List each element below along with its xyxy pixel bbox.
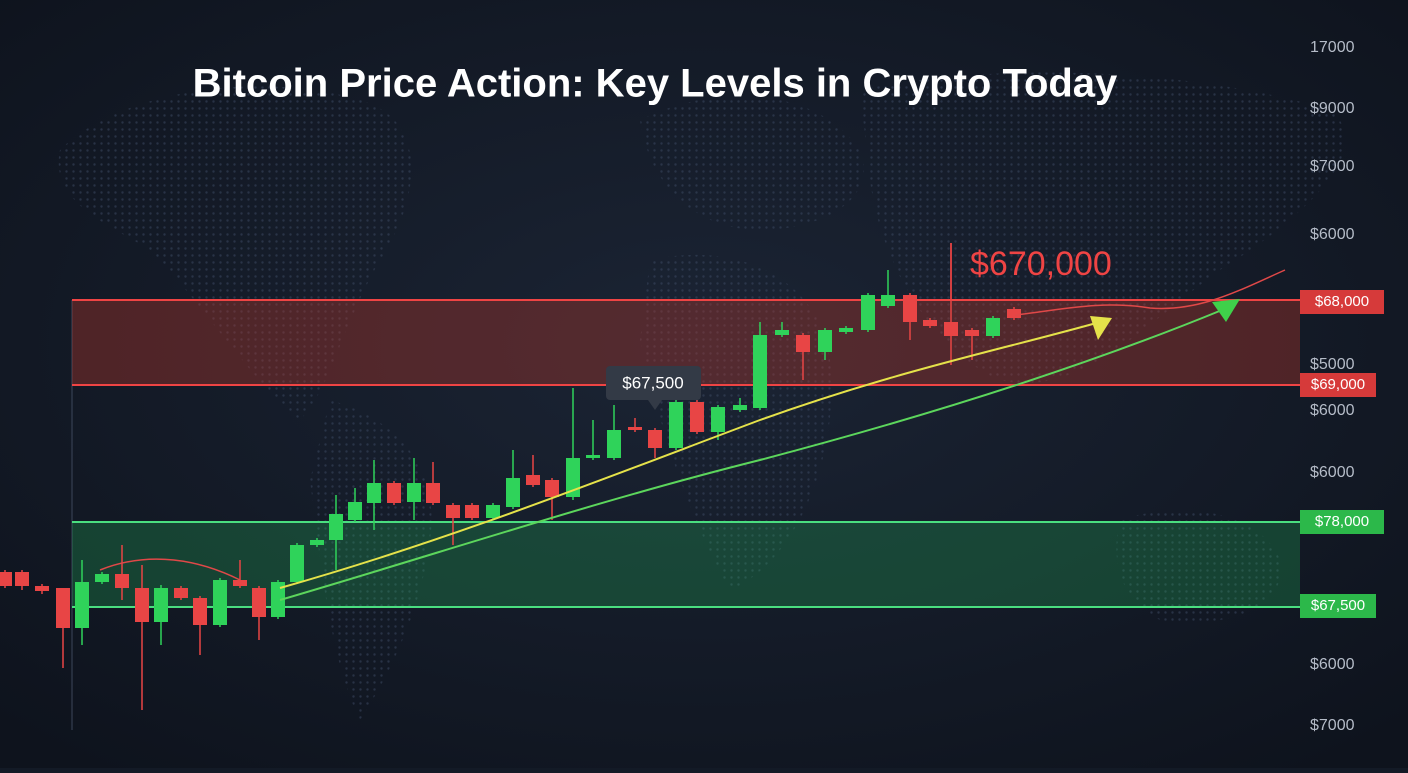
level-label: $67,500 bbox=[1311, 597, 1365, 614]
candle-body bbox=[1007, 309, 1021, 318]
candle-body bbox=[154, 588, 168, 622]
tooltip bbox=[606, 366, 701, 400]
chart-title: Bitcoin Price Action: Key Levels in Cryp… bbox=[193, 62, 1118, 106]
arrow-head bbox=[1212, 299, 1240, 322]
candle-body bbox=[290, 545, 304, 582]
candle-body bbox=[310, 540, 324, 545]
candle-body bbox=[233, 580, 247, 586]
y-tick-label: $6000 bbox=[1310, 656, 1355, 673]
candle-body bbox=[271, 582, 285, 617]
y-axis: 17000 $9000 $7000 $6000 $5000 $6000 $6000 $6000… bbox=[1310, 39, 1355, 734]
y-tick-label: 17000 bbox=[1310, 39, 1355, 56]
candle-body bbox=[506, 478, 520, 507]
candle-body bbox=[174, 588, 188, 598]
arrow-head bbox=[1090, 316, 1112, 340]
y-tick-label: $6000 bbox=[1310, 402, 1355, 419]
level-label: $69,000 bbox=[1311, 376, 1365, 393]
candle-body bbox=[607, 430, 621, 458]
candle-body bbox=[407, 483, 421, 502]
moving-average bbox=[99, 269, 1286, 581]
candle-body bbox=[329, 514, 343, 540]
candle-body bbox=[95, 574, 109, 582]
level-label: $78,000 bbox=[1315, 513, 1369, 530]
level-box bbox=[1300, 290, 1384, 314]
y-tick-label: $6000 bbox=[1310, 226, 1355, 243]
level-box bbox=[1300, 510, 1384, 534]
candle-body bbox=[628, 427, 642, 430]
candle-body bbox=[733, 405, 747, 410]
candle-body bbox=[252, 588, 266, 617]
candle-body bbox=[545, 480, 559, 497]
y-tick-label: $6000 bbox=[1310, 464, 1355, 481]
candle-body bbox=[367, 483, 381, 503]
level-box bbox=[1300, 594, 1376, 618]
candle-body bbox=[56, 588, 70, 628]
candle-body bbox=[944, 322, 958, 336]
level-box bbox=[1300, 373, 1376, 397]
candle-body bbox=[526, 475, 540, 485]
candle-body bbox=[75, 582, 89, 628]
y-tick-label: $7000 bbox=[1310, 717, 1355, 734]
candle-body bbox=[965, 330, 979, 336]
candle-body bbox=[213, 580, 227, 625]
trend-line bbox=[279, 321, 1101, 589]
trend-line bbox=[279, 309, 1223, 601]
candle-body bbox=[775, 330, 789, 335]
candle-body bbox=[348, 502, 362, 520]
candle-body bbox=[839, 328, 853, 332]
candle-body bbox=[387, 483, 401, 503]
candles bbox=[0, 243, 1021, 710]
candle-body bbox=[446, 505, 460, 518]
candle-body bbox=[465, 505, 479, 518]
candle-body bbox=[193, 598, 207, 625]
candle-body bbox=[586, 455, 600, 458]
candle-body bbox=[818, 330, 832, 352]
target-annotation: $670,000 bbox=[970, 245, 1112, 283]
y-tick-label: $7000 bbox=[1310, 158, 1355, 175]
candle-body bbox=[986, 318, 1000, 336]
candle-body bbox=[135, 588, 149, 622]
candle-body bbox=[35, 586, 49, 591]
candle-body bbox=[753, 335, 767, 408]
level-label: $68,000 bbox=[1315, 293, 1369, 310]
candle-body bbox=[796, 335, 810, 352]
candle-body bbox=[15, 572, 29, 586]
candle-body bbox=[669, 402, 683, 448]
candle-body bbox=[426, 483, 440, 503]
candle-body bbox=[566, 458, 580, 497]
candle-body bbox=[903, 295, 917, 322]
candle-body bbox=[115, 574, 129, 588]
y-tick-label: $5000 bbox=[1310, 356, 1355, 373]
y-tick-label: $9000 bbox=[1310, 100, 1355, 117]
candle-body bbox=[690, 402, 704, 432]
tooltip-label: $67,500 bbox=[622, 373, 683, 392]
candle-body bbox=[881, 295, 895, 306]
candle-body bbox=[861, 295, 875, 330]
candle-body bbox=[486, 505, 500, 518]
candle-body bbox=[923, 320, 937, 326]
candle-body bbox=[0, 572, 12, 586]
candle-body bbox=[648, 430, 662, 448]
candle-body bbox=[711, 407, 725, 432]
tooltip-pointer bbox=[648, 400, 662, 410]
